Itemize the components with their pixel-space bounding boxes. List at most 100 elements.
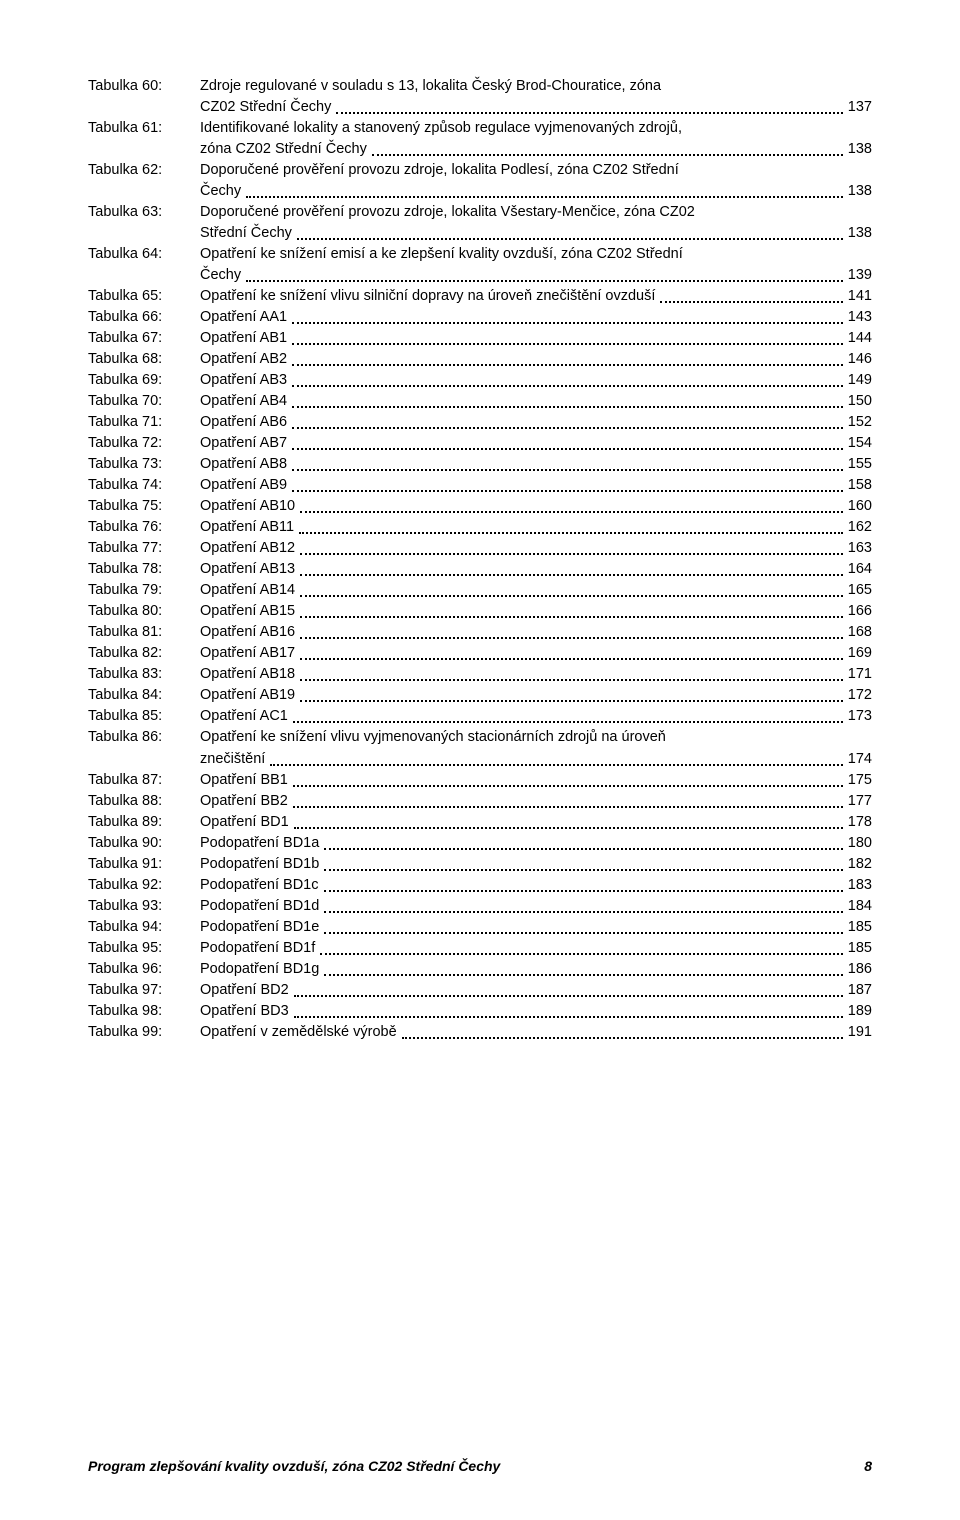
toc-entry-page: 138	[848, 223, 872, 244]
toc-entry: Tabulka 61:Identifikované lokality a sta…	[88, 118, 872, 160]
toc-entry-page: 149	[848, 370, 872, 391]
toc-entry-page: 155	[848, 454, 872, 475]
toc-entry-page: 178	[848, 812, 872, 833]
toc-entry-label: Tabulka 75:	[88, 496, 200, 517]
toc-entry-text: Podopatření BD1g	[200, 959, 319, 980]
footer-title: Program zlepšování kvality ovzduší, zóna…	[88, 1458, 500, 1474]
leader-dots	[292, 414, 843, 429]
toc-entry-label: Tabulka 95:	[88, 938, 200, 959]
leader-dots	[324, 919, 842, 934]
toc-entry-page: 169	[848, 643, 872, 664]
toc-entry: Tabulka 84:Opatření AB19172	[88, 685, 872, 706]
toc-entry-label: Tabulka 82:	[88, 643, 200, 664]
toc-entry: Tabulka 76:Opatření AB11162	[88, 517, 872, 538]
toc-entry-text: Opatření AB18	[200, 664, 295, 685]
toc-entry-page: 168	[848, 622, 872, 643]
toc-entry-page: 166	[848, 601, 872, 622]
toc-entry-text-line1: Zdroje regulované v souladu s 13, lokali…	[200, 76, 872, 97]
toc-entry-text-line1: Opatření ke snížení vlivu vyjmenovaných …	[200, 727, 872, 748]
toc-entry: Tabulka 71:Opatření AB6152	[88, 412, 872, 433]
toc-entry-label: Tabulka 65:	[88, 286, 200, 307]
leader-dots	[300, 603, 843, 618]
toc-entry: Tabulka 70:Opatření AB4150	[88, 391, 872, 412]
toc-entry-label: Tabulka 91:	[88, 854, 200, 875]
leader-dots	[292, 330, 843, 345]
toc-entry-page: 177	[848, 791, 872, 812]
toc-entry-page: 182	[848, 854, 872, 875]
toc-entry-text: Opatření AB2	[200, 349, 287, 370]
leader-dots	[324, 898, 842, 913]
toc-entry: Tabulka 75:Opatření AB10160	[88, 496, 872, 517]
toc-entry-text: Opatření AB6	[200, 412, 287, 433]
toc-entry: Tabulka 67:Opatření AB1144	[88, 328, 872, 349]
leader-dots	[292, 309, 843, 324]
toc-entry-text: Opatření AB10	[200, 496, 295, 517]
toc-entry-text: Opatření ke snížení vlivu silniční dopra…	[200, 286, 655, 307]
toc-entry: Tabulka 69:Opatření AB3 149	[88, 370, 872, 391]
toc-entry-label: Tabulka 84:	[88, 685, 200, 706]
toc-entry-text: Opatření AB4	[200, 391, 287, 412]
leader-dots	[246, 183, 843, 198]
leader-dots	[372, 141, 843, 156]
toc-entry-page: 186	[848, 959, 872, 980]
leader-dots	[299, 519, 843, 534]
toc-entry-text-line2: CZ02 Střední Čechy	[200, 97, 331, 118]
toc-entry-page: 141	[848, 286, 872, 307]
toc-entry-label: Tabulka 98:	[88, 1001, 200, 1022]
toc-entry: Tabulka 79:Opatření AB14165	[88, 580, 872, 601]
toc-entry-label: Tabulka 70:	[88, 391, 200, 412]
leader-dots	[336, 99, 842, 114]
toc-entry-label: Tabulka 71:	[88, 412, 200, 433]
toc-entry: Tabulka 80:Opatření AB15166	[88, 601, 872, 622]
toc-entry-text: Opatření AA1	[200, 307, 287, 328]
toc-entry-label: Tabulka 92:	[88, 875, 200, 896]
toc-entry-text-line2: znečištění	[200, 749, 265, 770]
toc-entry-page: 139	[848, 265, 872, 286]
leader-dots	[293, 793, 843, 808]
toc-entry-text: Opatření BB1	[200, 770, 288, 791]
toc-entry-text: Opatření AB14	[200, 580, 295, 601]
leader-dots	[300, 645, 843, 660]
toc-entry: Tabulka 94:Podopatření BD1e185	[88, 917, 872, 938]
leader-dots	[300, 666, 843, 681]
toc-entry: Tabulka 62:Doporučené prověření provozu …	[88, 160, 872, 202]
toc-entry-text: Opatření AB9	[200, 475, 287, 496]
toc-entry-label: Tabulka 72:	[88, 433, 200, 454]
toc-entry: Tabulka 96:Podopatření BD1g186	[88, 959, 872, 980]
toc-entry-page: 185	[848, 917, 872, 938]
toc-entry-label: Tabulka 64:	[88, 244, 200, 265]
leader-dots	[324, 877, 843, 892]
toc-entry: Tabulka 73:Opatření AB8155	[88, 454, 872, 475]
toc-entry: Tabulka 90:Podopatření BD1a180	[88, 833, 872, 854]
leader-dots	[324, 835, 842, 850]
footer-page-number: 8	[864, 1458, 872, 1474]
toc-entry-page: 173	[848, 706, 872, 727]
toc-entry-page: 164	[848, 559, 872, 580]
toc-entry-text: Opatření AB13	[200, 559, 295, 580]
toc-entry: Tabulka 97:Opatření BD2187	[88, 980, 872, 1001]
toc-entry-page: 171	[848, 664, 872, 685]
toc-entry: Tabulka 93:Podopatření BD1d184	[88, 896, 872, 917]
leader-dots	[294, 814, 843, 829]
leader-dots	[300, 624, 843, 639]
toc-entry: Tabulka 88:Opatření BB2177	[88, 791, 872, 812]
toc-entry: Tabulka 95:Podopatření BD1f185	[88, 938, 872, 959]
toc-entry-page: 165	[848, 580, 872, 601]
toc-entry: Tabulka 83:Opatření AB18171	[88, 664, 872, 685]
toc-entry-text: Opatření BD1	[200, 812, 289, 833]
toc-entry-text-line2: Střední Čechy	[200, 223, 292, 244]
toc-entry-label: Tabulka 69:	[88, 370, 200, 391]
toc-entry: Tabulka 64:Opatření ke snížení emisí a k…	[88, 244, 872, 286]
toc-entry: Tabulka 77:Opatření AB12163	[88, 538, 872, 559]
toc-entry-label: Tabulka 94:	[88, 917, 200, 938]
toc-entry-page: 137	[848, 97, 872, 118]
toc-entry: Tabulka 99:Opatření v zemědělské výrobě1…	[88, 1022, 872, 1043]
toc-entry-text-line2: Čechy	[200, 265, 241, 286]
toc-entry: Tabulka 82:Opatření AB17169	[88, 643, 872, 664]
toc-entry-page: 174	[848, 749, 872, 770]
toc-entry-label: Tabulka 89:	[88, 812, 200, 833]
toc-entry-text-line1: Doporučené prověření provozu zdroje, lok…	[200, 202, 872, 223]
toc-entry-label: Tabulka 88:	[88, 791, 200, 812]
toc-entry-page: 146	[848, 349, 872, 370]
toc-entry-text: Opatření AB3	[200, 370, 287, 391]
